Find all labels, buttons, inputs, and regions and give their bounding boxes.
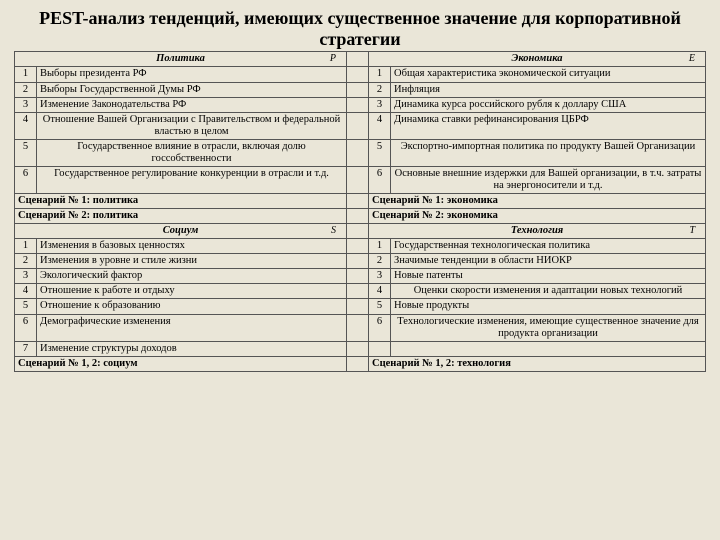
politics-scenario: Сценарий № 1: политика: [15, 194, 347, 209]
technology-row: Значимые тенденции в области НИОКР: [391, 254, 706, 269]
row-num: 4: [369, 112, 391, 139]
politics-row: Государственное регулирование конкуренци…: [37, 166, 347, 193]
politics-scenario: Сценарий № 2: политика: [15, 209, 347, 224]
technology-row: [391, 341, 706, 356]
row-num: 2: [369, 254, 391, 269]
social-row: Отношение к образованию: [37, 299, 347, 314]
technology-code: T: [689, 225, 701, 237]
row-num: 4: [15, 112, 37, 139]
economy-row: Экспортно-импортная политика по продукту…: [391, 139, 706, 166]
technology-row: Государственная технологическая политика: [391, 239, 706, 254]
row-num: 5: [369, 299, 391, 314]
economy-scenario: Сценарий № 2: экономика: [369, 209, 706, 224]
politics-header: Политика: [156, 53, 205, 64]
economy-row: Динамика ставки рефинансирования ЦБРФ: [391, 112, 706, 139]
row-num: 4: [369, 284, 391, 299]
politics-row: Отношение Вашей Организации с Правительс…: [37, 112, 347, 139]
row-num: 4: [15, 284, 37, 299]
row-num: 2: [369, 82, 391, 97]
politics-row: Выборы президента РФ: [37, 67, 347, 82]
row-num: 6: [369, 166, 391, 193]
technology-row: Оценки скорости изменения и адаптации но…: [391, 284, 706, 299]
economy-row: Инфляция: [391, 82, 706, 97]
row-num: 6: [369, 314, 391, 341]
row-num: 3: [15, 269, 37, 284]
pest-table: Политика P Экономика E 1Выборы президент…: [14, 51, 706, 371]
economy-scenario: Сценарий № 1: экономика: [369, 194, 706, 209]
page-title: PEST-анализ тенденций, имеющих существен…: [14, 8, 706, 49]
technology-row: Новые патенты: [391, 269, 706, 284]
social-row: Изменения в базовых ценностях: [37, 239, 347, 254]
politics-code: P: [330, 53, 342, 65]
social-row: Изменения в уровне и стиле жизни: [37, 254, 347, 269]
row-num: 2: [15, 254, 37, 269]
technology-row: Новые продукты: [391, 299, 706, 314]
social-header: Социум: [163, 225, 199, 236]
technology-scenario: Сценарий № 1, 2: технология: [369, 356, 706, 371]
economy-row: Основные внешние издержки для Вашей орга…: [391, 166, 706, 193]
social-row: Экологический фактор: [37, 269, 347, 284]
politics-row: Государственное влияние в отрасли, включ…: [37, 139, 347, 166]
technology-header: Технология: [511, 225, 563, 236]
row-num: 5: [369, 139, 391, 166]
row-num: 5: [15, 299, 37, 314]
social-row: Демографические изменения: [37, 314, 347, 341]
row-num: 3: [369, 97, 391, 112]
social-scenario: Сценарий № 1, 2: социум: [15, 356, 347, 371]
row-num: 6: [15, 314, 37, 341]
row-num: 3: [369, 269, 391, 284]
row-num: 5: [15, 139, 37, 166]
row-num: 7: [15, 341, 37, 356]
politics-row: Изменение Законодательства РФ: [37, 97, 347, 112]
economy-header: Экономика: [511, 53, 562, 64]
social-row: Отношение к работе и отдыху: [37, 284, 347, 299]
social-row: Изменение структуры доходов: [37, 341, 347, 356]
politics-row: Выборы Государственной Думы РФ: [37, 82, 347, 97]
row-num: 1: [369, 67, 391, 82]
technology-row: Технологические изменения, имеющие сущес…: [391, 314, 706, 341]
row-num: 1: [15, 67, 37, 82]
economy-row: Общая характеристика экономической ситуа…: [391, 67, 706, 82]
row-num: [369, 341, 391, 356]
row-num: 6: [15, 166, 37, 193]
row-num: 1: [15, 239, 37, 254]
row-num: 3: [15, 97, 37, 112]
row-num: 2: [15, 82, 37, 97]
row-num: 1: [369, 239, 391, 254]
economy-row: Динамика курса российского рубля к долла…: [391, 97, 706, 112]
economy-code: E: [689, 53, 701, 65]
social-code: S: [331, 225, 342, 237]
